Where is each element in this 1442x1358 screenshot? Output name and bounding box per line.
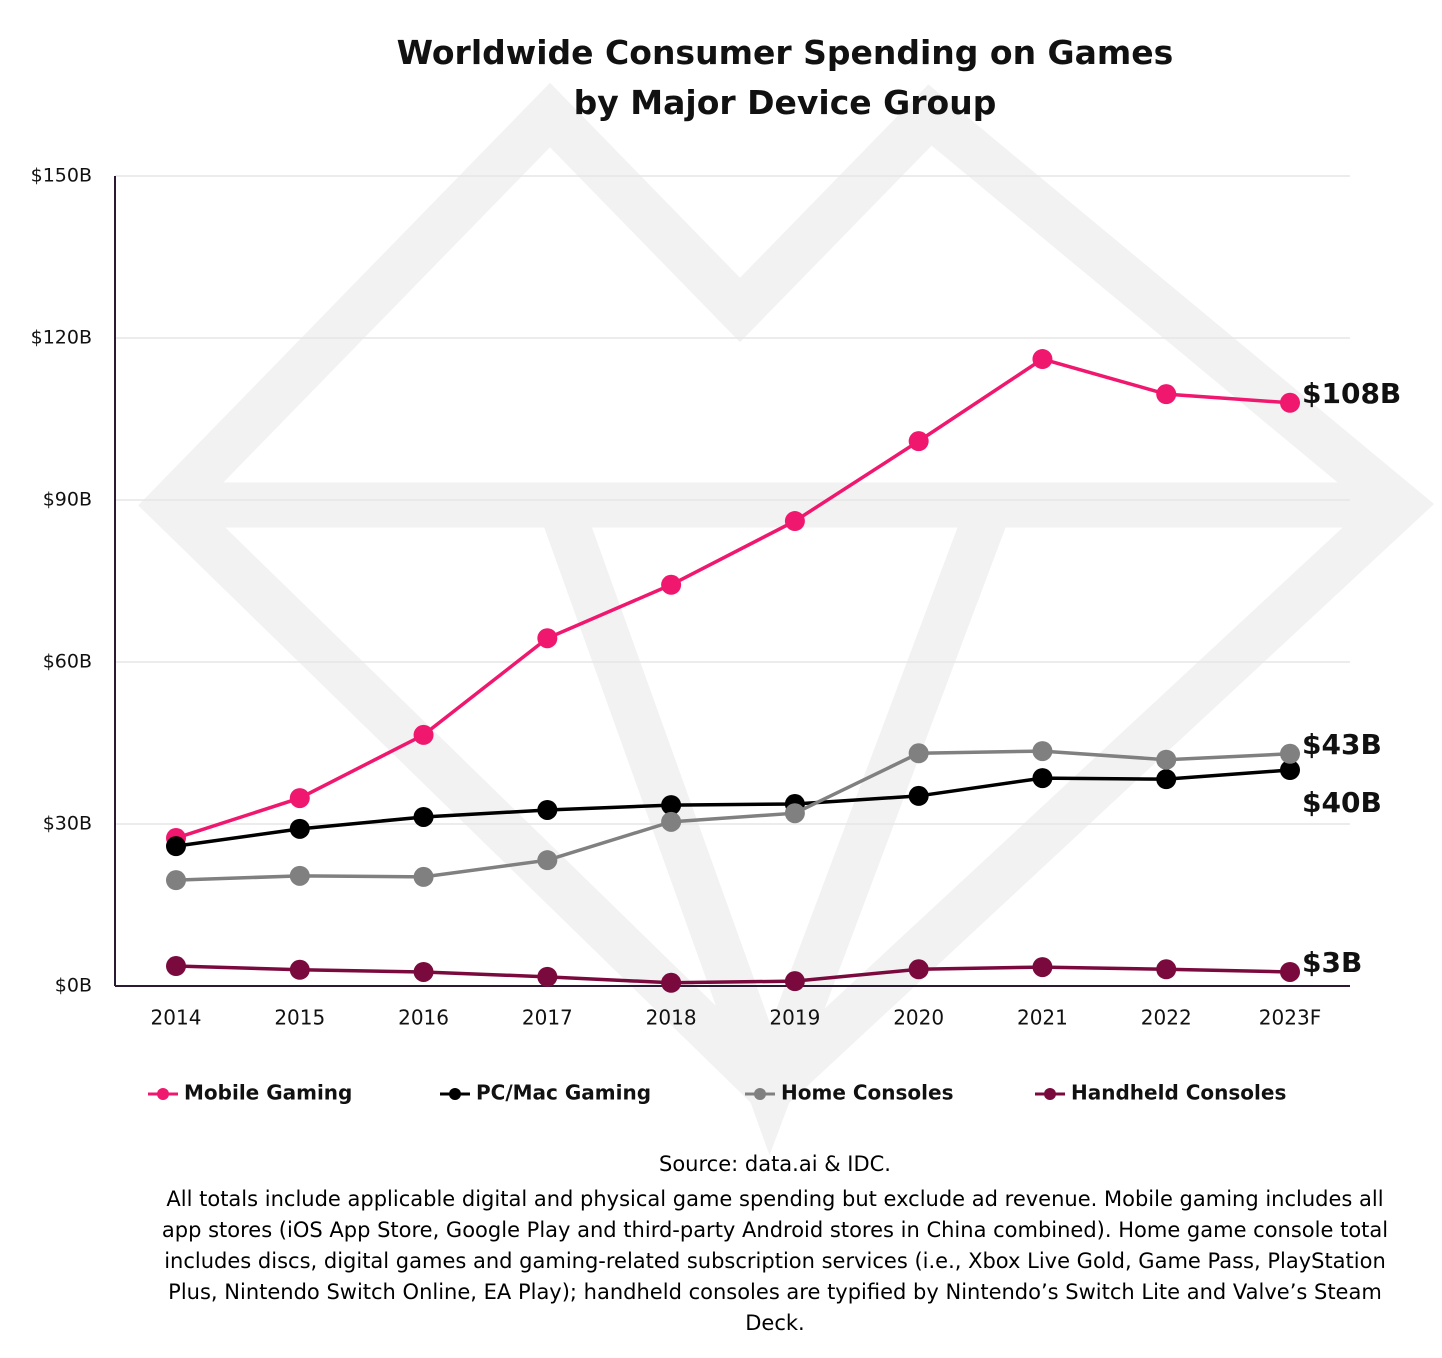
point — [289, 959, 310, 980]
point — [537, 799, 558, 820]
point — [661, 795, 682, 816]
value-label: $40B — [1302, 786, 1382, 819]
legend-marker — [157, 1088, 169, 1100]
legend-marker — [754, 1088, 766, 1100]
point — [1280, 743, 1300, 764]
x-tick-label: 2015 — [274, 1006, 325, 1030]
series-line — [175, 357, 1291, 840]
y-tick-label: $60B — [43, 651, 92, 673]
legend-marker — [1044, 1088, 1056, 1100]
point — [1156, 749, 1177, 770]
point — [166, 836, 186, 857]
point — [908, 743, 929, 764]
point — [1032, 741, 1053, 762]
point — [784, 511, 805, 532]
legend-label: Home Consoles — [781, 1081, 953, 1105]
point — [537, 966, 558, 987]
point — [166, 956, 186, 977]
y-tick-label: $90B — [43, 489, 92, 511]
point — [1280, 760, 1300, 780]
point — [1032, 349, 1053, 370]
point — [908, 431, 929, 452]
point — [537, 628, 558, 649]
source: Source: data.ai & IDC. — [659, 1152, 891, 1176]
point — [413, 961, 434, 982]
value-label: $43B — [1302, 728, 1382, 761]
point — [537, 850, 558, 871]
point — [1280, 392, 1300, 413]
point — [413, 724, 434, 745]
point — [1280, 961, 1300, 982]
point — [413, 866, 434, 887]
series-line — [175, 964, 1291, 985]
y-tick-label: $30B — [43, 813, 92, 835]
point — [1156, 384, 1177, 405]
point — [1032, 768, 1053, 789]
point — [908, 785, 929, 806]
legend-label: Handheld Consoles — [1071, 1081, 1286, 1105]
x-tick-label: 2021 — [1017, 1006, 1068, 1030]
x-tick-label: 2017 — [522, 1006, 573, 1030]
x-tick-label: 2020 — [893, 1006, 944, 1030]
x-tick-label: 2016 — [398, 1006, 449, 1030]
x-tick-label: 2018 — [646, 1006, 697, 1030]
note: All totals include applicable digital an… — [161, 1187, 1389, 1335]
y-tick-label: $120B — [31, 327, 92, 349]
x-tick-label: 2023F — [1259, 1006, 1321, 1030]
series-line — [175, 768, 1291, 848]
point — [1156, 769, 1177, 790]
y-tick-label: $0B — [55, 975, 92, 997]
point — [1156, 959, 1177, 980]
y-tick-label: $150B — [31, 165, 92, 187]
chart-title: Worldwide Consumer Spending on Games by … — [396, 33, 1174, 122]
point — [166, 870, 186, 891]
point — [784, 971, 805, 992]
value-label: $3B — [1302, 946, 1362, 979]
value-label: $108B — [1302, 377, 1401, 410]
point — [289, 865, 310, 886]
legend-marker — [449, 1088, 461, 1100]
point — [908, 959, 929, 980]
x-tick-label: 2022 — [1141, 1006, 1192, 1030]
point — [1032, 957, 1053, 978]
x-tick-label: 2019 — [769, 1006, 820, 1030]
point — [413, 806, 434, 827]
point — [289, 818, 310, 839]
point — [661, 811, 682, 832]
series-line — [175, 749, 1291, 882]
watermark — [138, 82, 1435, 1156]
point — [784, 803, 805, 824]
x-tick-label: 2014 — [151, 1006, 202, 1030]
point — [289, 788, 310, 809]
legend-label: PC/Mac Gaming — [476, 1081, 651, 1105]
point — [661, 574, 682, 595]
legend-label: Mobile Gaming — [184, 1081, 352, 1105]
point — [661, 972, 682, 993]
